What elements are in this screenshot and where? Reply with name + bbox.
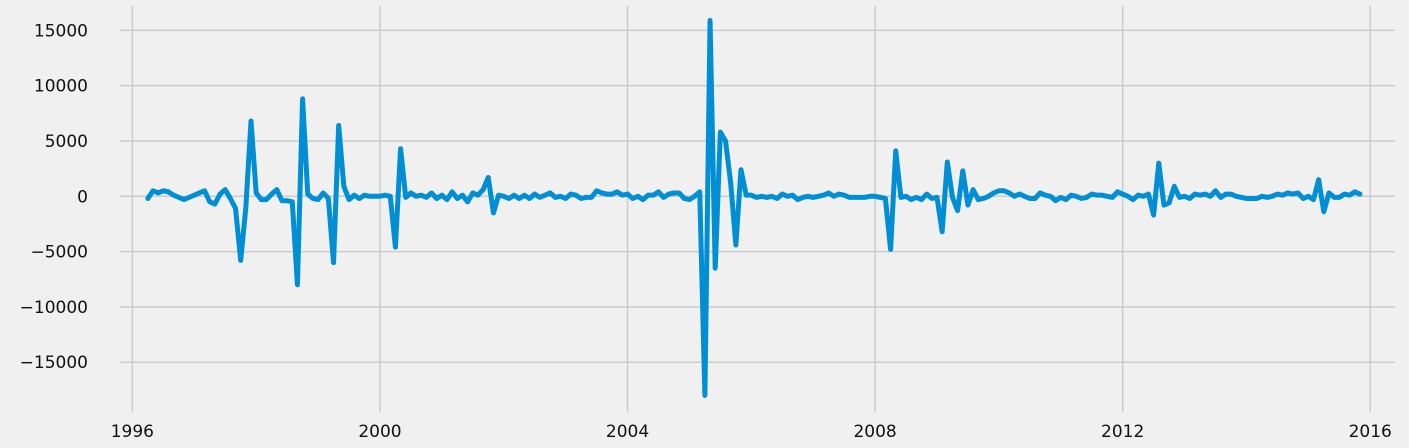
plot-area xyxy=(145,17,1363,398)
y-tick-label: −10000 xyxy=(20,298,88,318)
y-tick-label: −15000 xyxy=(20,353,88,373)
y-tick-label: 15000 xyxy=(34,21,88,41)
y-tick-label: 10000 xyxy=(34,77,88,97)
x-tick-label: 2004 xyxy=(606,422,649,442)
series-line-0 xyxy=(145,17,1363,398)
grid xyxy=(120,6,1395,412)
x-tick-label: 2012 xyxy=(1101,422,1144,442)
x-tick-label: 1996 xyxy=(111,422,154,442)
tick-labels: −15000 −10000 −5000 0 5000 10000 15000 1996 2000… xyxy=(20,21,1392,442)
y-tick-label: −5000 xyxy=(30,243,88,263)
x-tick-label: 2000 xyxy=(358,422,401,442)
y-tick-label: 5000 xyxy=(45,132,88,152)
y-tick-label: 0 xyxy=(77,187,88,207)
x-tick-label: 2016 xyxy=(1349,422,1392,442)
x-tick-label: 2008 xyxy=(853,422,896,442)
